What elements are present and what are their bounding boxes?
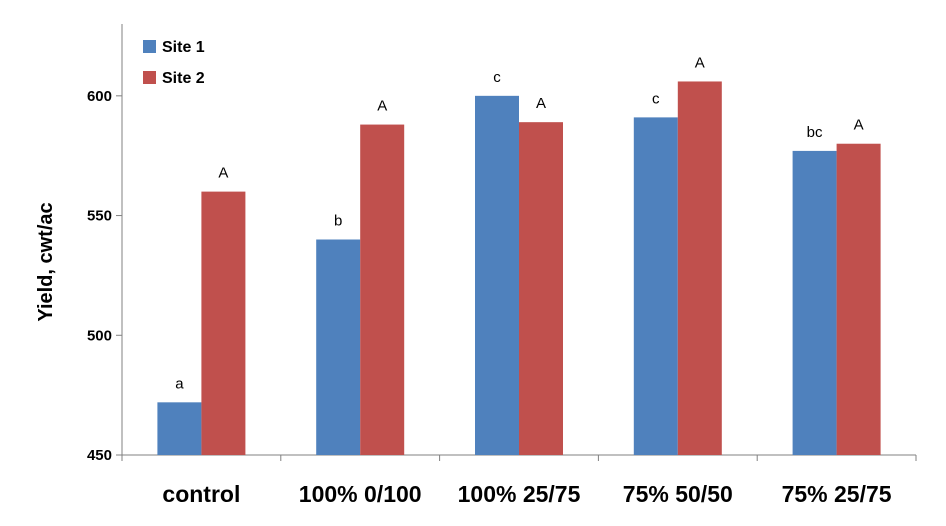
bar-data-label: bc	[807, 124, 823, 141]
bar-data-label: A	[854, 117, 864, 134]
bar-site2	[360, 124, 405, 456]
bar-site1	[633, 117, 678, 455]
bar-site1	[157, 402, 202, 455]
bar-data-label: A	[218, 165, 228, 182]
y-tick-label: 500	[87, 327, 112, 344]
bar-site2	[677, 81, 722, 455]
x-tick-label: 100% 0/100	[299, 481, 422, 507]
y-tick-label: 550	[87, 208, 112, 225]
bar-site2	[519, 122, 563, 455]
bar-data-label: A	[695, 54, 705, 71]
bar-data-label: a	[175, 375, 184, 392]
x-tick-label: control	[162, 481, 240, 507]
bar-site1	[475, 95, 519, 455]
legend-swatch	[143, 40, 156, 53]
legend: Site 1 Site 2	[143, 39, 205, 87]
bar-site2	[836, 143, 881, 455]
legend-entry: Site 2	[162, 70, 205, 87]
y-tick-label: 600	[87, 88, 112, 105]
bar-data-label: A	[536, 95, 546, 112]
y-tick-label: 450	[87, 447, 112, 464]
y-axis-label: Yield, cwt/ac	[35, 202, 57, 321]
bar-site2	[201, 191, 246, 455]
bar-data-label: c	[652, 90, 660, 107]
axes: 450 500 550 600 control 100% 0/100 100% 25/75 7…	[87, 24, 917, 507]
x-tick-label: 75% 25/75	[782, 481, 892, 507]
bar-data-label: A	[377, 98, 387, 115]
bar-data-label: c	[493, 69, 501, 86]
legend-swatch	[143, 71, 156, 84]
bar-site1	[792, 150, 837, 455]
x-tick-label: 100% 25/75	[458, 481, 581, 507]
x-tick-label: 75% 50/50	[623, 481, 733, 507]
bar-site1	[316, 239, 361, 455]
bar-data-label: b	[334, 213, 342, 230]
legend-entry: Site 1	[162, 39, 205, 56]
